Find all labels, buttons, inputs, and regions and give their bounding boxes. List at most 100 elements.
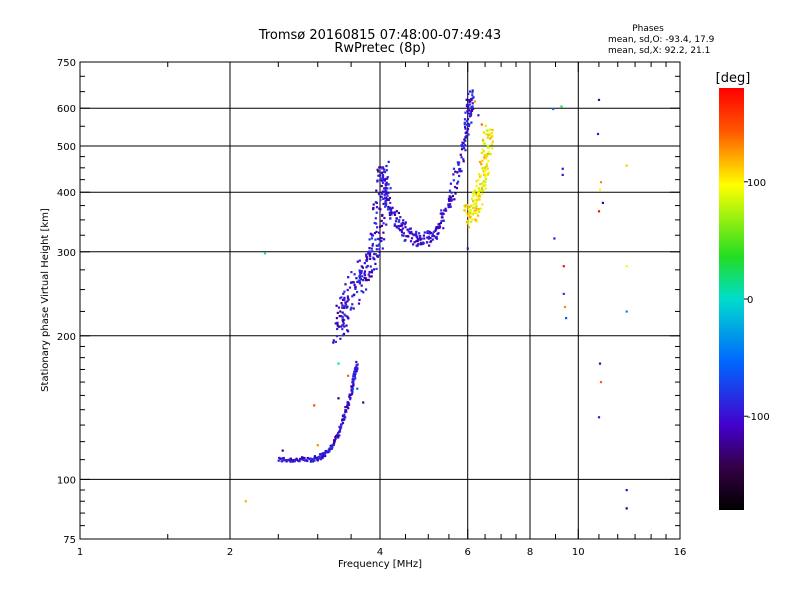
trace-point <box>381 176 384 179</box>
trace-point <box>468 98 471 102</box>
trace-point <box>372 206 375 210</box>
scatter-point <box>337 397 340 400</box>
trace-point <box>379 166 382 169</box>
trace-point <box>340 423 343 426</box>
trace-point <box>357 280 360 283</box>
trace-point <box>485 173 489 177</box>
trace-point <box>484 184 487 187</box>
scatter-point <box>473 100 476 103</box>
trace-point <box>478 194 481 197</box>
trace-point <box>379 177 382 180</box>
trace-point <box>390 213 393 216</box>
trace-point <box>335 335 339 338</box>
trace-point <box>377 192 381 196</box>
trace-point <box>466 130 469 133</box>
trace-point <box>487 151 490 154</box>
trace-point <box>318 453 322 456</box>
trace-point <box>385 169 388 172</box>
trace-point <box>467 103 470 107</box>
trace-point <box>332 442 336 445</box>
trace-point <box>467 112 470 115</box>
trace-point <box>412 243 415 246</box>
y-tick-label: 600 <box>57 104 76 115</box>
y-axis-label: Stationary phase Virtual Height [km] <box>40 208 51 392</box>
trace-point <box>467 124 470 128</box>
trace-point <box>309 458 313 461</box>
trace-point <box>342 323 345 327</box>
trace-point <box>471 212 474 215</box>
trace-point <box>382 178 385 181</box>
trace-point <box>423 237 426 240</box>
trace-point <box>364 279 367 282</box>
trace-point <box>376 179 379 182</box>
trace-point <box>484 173 487 176</box>
trace-point <box>338 315 341 318</box>
trace-point <box>343 313 346 316</box>
trace-point <box>403 239 406 242</box>
scatter-point <box>466 247 469 250</box>
trace-point <box>278 456 281 459</box>
trace-point <box>350 281 353 284</box>
trace-point <box>301 456 304 459</box>
trace-point <box>379 208 382 211</box>
trace-point <box>486 133 489 136</box>
trace-point <box>486 146 489 149</box>
trace-point <box>438 225 441 228</box>
trace-point <box>350 271 353 274</box>
trace-point <box>330 446 333 449</box>
trace-point <box>452 179 455 182</box>
trace-point <box>342 318 346 322</box>
trace-point <box>339 297 342 300</box>
trace-point <box>466 204 469 207</box>
trace-point <box>351 295 354 298</box>
trace-point <box>331 443 335 447</box>
trace-point <box>467 133 470 136</box>
trace-point <box>417 237 420 240</box>
trace-point <box>353 273 356 276</box>
trace-point <box>365 255 368 258</box>
trace-point <box>386 183 389 186</box>
trace-point <box>376 226 379 229</box>
trace-point <box>419 235 422 238</box>
trace-point <box>346 315 349 318</box>
trace-point <box>491 128 494 132</box>
scatter-point <box>561 167 564 170</box>
trace-point <box>340 325 343 328</box>
trace-point <box>389 187 392 190</box>
trace-point <box>475 200 478 203</box>
trace-point <box>387 191 390 194</box>
trace-point <box>358 275 362 278</box>
trace-point <box>418 236 421 239</box>
trace-point <box>341 320 345 323</box>
trace-point <box>360 284 363 287</box>
trace-point <box>468 109 471 112</box>
trace-point <box>430 240 433 243</box>
trace-point <box>482 150 485 153</box>
trace-point <box>464 136 467 139</box>
trace-point <box>379 178 382 182</box>
trace-point <box>477 208 480 211</box>
trace-point <box>445 209 448 212</box>
trace-point <box>415 233 418 236</box>
trace-point <box>466 118 470 121</box>
trace-point <box>485 157 488 160</box>
trace-point <box>383 216 386 220</box>
x-tick-label: 6 <box>465 547 471 558</box>
trace-point <box>450 199 453 202</box>
trace-point <box>384 177 387 180</box>
scatter-point <box>347 374 350 377</box>
trace-point <box>386 194 389 197</box>
trace-point <box>404 226 407 229</box>
trace-point <box>454 185 457 189</box>
trace-point <box>470 98 473 101</box>
trace-point <box>447 206 450 209</box>
trace-point <box>471 97 474 100</box>
trace-point <box>364 277 368 280</box>
trace-point <box>462 158 465 161</box>
trace-point <box>397 227 400 230</box>
trace-point <box>346 401 350 404</box>
trace-point <box>290 459 293 462</box>
trace-point <box>346 300 349 303</box>
trace-point <box>400 231 404 234</box>
scatter-point <box>244 500 247 503</box>
